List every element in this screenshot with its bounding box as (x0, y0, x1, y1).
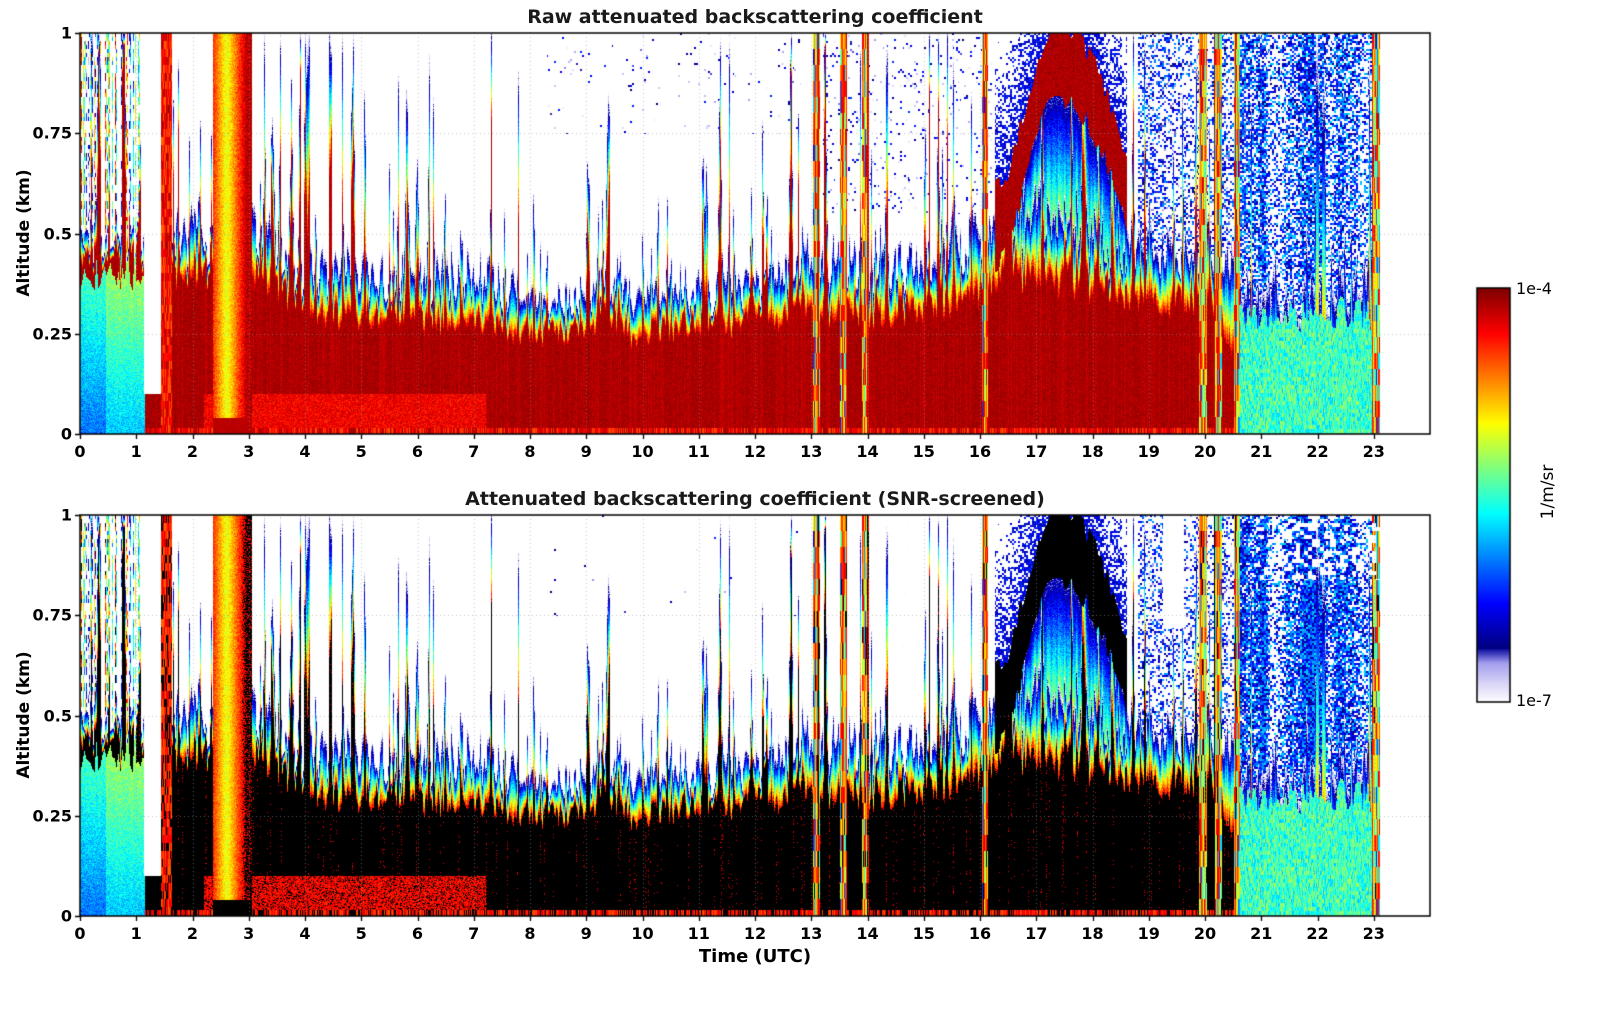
x-tick-label: 20 (1193, 442, 1217, 461)
x-tick-label: 17 (1025, 442, 1048, 461)
y-tick-label: 0 (60, 424, 72, 444)
x-tick-label: 23 (1362, 442, 1385, 461)
x-tick-label: 2 (186, 924, 199, 943)
x-tick-label: 11 (687, 442, 710, 461)
x-tick-label: 5 (355, 442, 367, 461)
x-tick-label: 17 (1025, 924, 1048, 943)
x-tick-label: 7 (468, 924, 480, 943)
colorbar-unit-label: 1/m/sr (1538, 464, 1558, 520)
x-tick-label: 4 (299, 442, 311, 461)
x-tick-label: 12 (743, 442, 767, 461)
x-tick-label: 14 (856, 442, 879, 461)
x-tick-label: 23 (1362, 924, 1385, 943)
x-tick-label: 5 (355, 924, 367, 943)
y-tick-label: 0.5 (43, 706, 72, 725)
y-tick-label: 0.25 (32, 806, 72, 826)
x-tick-label: 19 (1137, 442, 1160, 461)
x-tick-label: 4 (299, 924, 311, 943)
colorbar-max-label: 1e-4 (1516, 279, 1552, 298)
x-tick-label: 21 (1250, 924, 1273, 943)
x-tick-label: 3 (243, 442, 255, 461)
x-tick-label: 3 (243, 924, 255, 943)
colorbar-min-label: 1e-7 (1516, 691, 1552, 710)
x-tick-label: 21 (1250, 442, 1273, 461)
x-tick-label: 0 (74, 924, 86, 943)
x-axis-label: Time (UTC) (698, 946, 812, 967)
x-tick-label: 20 (1193, 924, 1217, 943)
x-tick-label: 7 (468, 442, 480, 461)
x-tick-label: 0 (74, 442, 86, 461)
x-tick-label: 16 (968, 442, 992, 461)
y-tick-label: 1 (60, 23, 72, 43)
x-tick-label: 19 (1137, 924, 1160, 943)
x-tick-label: 22 (1306, 442, 1329, 461)
x-tick-label: 13 (800, 924, 823, 943)
x-tick-label: 16 (968, 924, 992, 943)
x-tick-label: 2 (186, 442, 199, 461)
y-tick-label: 1 (60, 505, 72, 525)
y-tick-label: 0.75 (32, 123, 72, 143)
x-tick-label: 15 (912, 442, 935, 461)
x-tick-label: 22 (1306, 924, 1329, 943)
x-tick-label: 18 (1081, 442, 1104, 461)
x-tick-label: 13 (800, 442, 823, 461)
x-tick-label: 9 (580, 442, 592, 461)
x-tick-label: 15 (912, 924, 935, 943)
x-tick-label: 8 (524, 924, 536, 943)
y-tick-label: 0.75 (32, 605, 72, 625)
x-tick-label: 6 (411, 442, 424, 461)
x-tick-label: 6 (411, 924, 424, 943)
x-tick-label: 14 (856, 924, 879, 943)
x-tick-label: 9 (580, 924, 592, 943)
x-tick-label: 8 (524, 442, 536, 461)
y-tick-label: 0.25 (32, 324, 72, 344)
x-tick-label: 12 (743, 924, 767, 943)
x-tick-label: 10 (631, 442, 654, 461)
panel1-title: Raw attenuated backscattering coefficien… (527, 6, 983, 28)
x-tick-label: 1 (130, 924, 142, 943)
x-tick-label: 11 (687, 924, 710, 943)
y-tick-label: 0.5 (43, 224, 72, 243)
panel2-title: Attenuated backscattering coefficient (S… (465, 488, 1045, 510)
x-tick-label: 1 (130, 442, 142, 461)
x-tick-label: 10 (631, 924, 654, 943)
y-tick-label: 0 (60, 906, 72, 926)
x-tick-label: 18 (1081, 924, 1104, 943)
